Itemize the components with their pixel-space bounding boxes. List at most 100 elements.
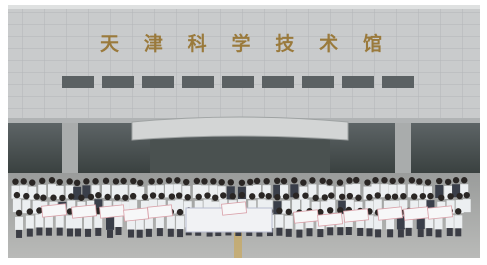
person-legs bbox=[276, 228, 282, 236]
person-legs bbox=[337, 227, 343, 235]
person-legs bbox=[426, 228, 432, 236]
window bbox=[382, 76, 414, 88]
person-head bbox=[339, 194, 345, 200]
sign bbox=[404, 207, 429, 220]
person-body bbox=[56, 215, 64, 228]
person-legs bbox=[398, 229, 404, 237]
person-head bbox=[327, 207, 333, 213]
person-head bbox=[120, 178, 126, 184]
person-head bbox=[130, 178, 136, 184]
person-head bbox=[194, 178, 200, 184]
person-legs bbox=[16, 230, 22, 238]
person-head bbox=[210, 178, 216, 184]
person-head bbox=[326, 179, 332, 185]
person-body bbox=[35, 214, 43, 227]
person-head bbox=[364, 179, 370, 185]
person-legs bbox=[46, 228, 52, 236]
person-head bbox=[302, 192, 308, 198]
person-legs bbox=[418, 229, 424, 237]
person-head bbox=[286, 209, 292, 215]
person-head bbox=[137, 180, 143, 186]
person-head bbox=[66, 178, 72, 184]
person-head bbox=[59, 195, 65, 201]
sign bbox=[294, 210, 319, 223]
person-head bbox=[300, 179, 306, 185]
person-head bbox=[447, 193, 453, 199]
sky-edge bbox=[8, 5, 480, 9]
person-head bbox=[158, 193, 164, 199]
person-head bbox=[74, 180, 80, 186]
person-head bbox=[385, 194, 391, 200]
sign bbox=[318, 213, 343, 226]
group-photo: 天津科学技术馆 bbox=[0, 0, 487, 265]
person-legs bbox=[177, 229, 183, 237]
sign bbox=[148, 205, 173, 218]
window bbox=[102, 76, 134, 88]
sign bbox=[222, 202, 247, 215]
person-head bbox=[104, 194, 110, 200]
sign bbox=[72, 205, 97, 218]
person-head bbox=[409, 177, 415, 183]
person-head bbox=[166, 177, 172, 183]
person-head bbox=[239, 180, 245, 186]
person-legs bbox=[346, 227, 352, 235]
person-body bbox=[176, 216, 184, 229]
window bbox=[222, 76, 254, 88]
person-head bbox=[322, 194, 328, 200]
person-head bbox=[230, 193, 236, 199]
person-head bbox=[392, 193, 398, 199]
person-head bbox=[204, 192, 210, 198]
building: 天津科学技术馆 bbox=[8, 5, 480, 173]
person-head bbox=[276, 208, 282, 214]
person-legs bbox=[296, 230, 302, 238]
person-head bbox=[389, 178, 395, 184]
person-head bbox=[319, 178, 325, 184]
person-head bbox=[274, 194, 280, 200]
person-head bbox=[355, 195, 361, 201]
person-legs bbox=[306, 228, 312, 236]
person-head bbox=[14, 192, 20, 198]
person-head bbox=[400, 193, 406, 199]
person-head bbox=[347, 193, 353, 199]
window bbox=[62, 76, 94, 88]
person-legs bbox=[455, 228, 461, 236]
person-head bbox=[130, 193, 136, 199]
person-head bbox=[212, 194, 218, 200]
person-head bbox=[375, 192, 381, 198]
person-legs bbox=[107, 230, 113, 238]
person-body bbox=[285, 216, 293, 229]
sign bbox=[344, 209, 369, 222]
person-head bbox=[50, 195, 56, 201]
person-head bbox=[398, 177, 404, 183]
person-head bbox=[95, 192, 101, 198]
person-head bbox=[283, 193, 289, 199]
person-head bbox=[438, 195, 444, 201]
person-body bbox=[84, 216, 92, 229]
person-head bbox=[49, 177, 55, 183]
person-head bbox=[346, 177, 352, 183]
person-head bbox=[436, 178, 442, 184]
person-head bbox=[157, 178, 163, 184]
person-head bbox=[57, 179, 63, 185]
person-legs bbox=[387, 229, 393, 237]
person-head bbox=[445, 179, 451, 185]
person-head bbox=[88, 194, 94, 200]
person-head bbox=[78, 195, 84, 201]
person-legs bbox=[137, 230, 143, 238]
person-head bbox=[92, 178, 98, 184]
sign bbox=[124, 208, 149, 221]
person-head bbox=[281, 178, 287, 184]
person-head bbox=[312, 195, 318, 201]
person-head bbox=[254, 178, 260, 184]
person-head bbox=[21, 178, 27, 184]
person-legs bbox=[317, 229, 323, 237]
person-head bbox=[183, 179, 189, 185]
person-head bbox=[464, 192, 470, 198]
person-head bbox=[309, 177, 315, 183]
person-head bbox=[416, 178, 422, 184]
person-legs bbox=[447, 228, 453, 236]
column bbox=[395, 123, 411, 173]
window bbox=[182, 76, 214, 88]
person-head bbox=[291, 177, 297, 183]
person-legs bbox=[85, 229, 91, 237]
